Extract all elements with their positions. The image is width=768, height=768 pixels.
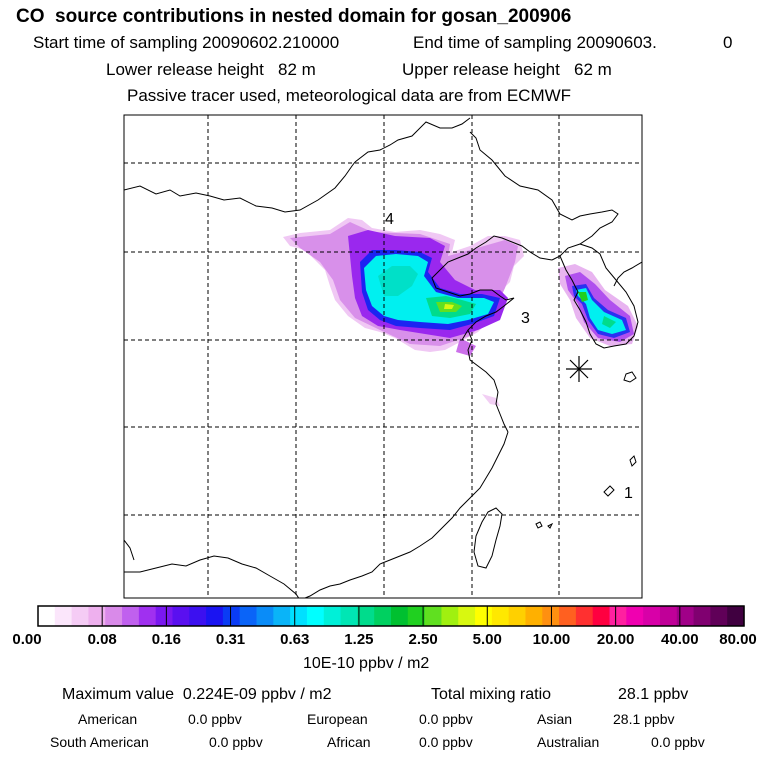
south-american-value: 0.0 ppbv bbox=[209, 734, 263, 750]
colorbar-segment bbox=[475, 606, 493, 626]
receptor-asterisk-icon bbox=[566, 356, 592, 382]
colorbar-segment bbox=[290, 606, 308, 626]
colorbar-segment bbox=[71, 606, 90, 626]
colorbar-segment bbox=[441, 606, 459, 626]
colorbar-tick-label: 5.00 bbox=[472, 631, 502, 648]
colorbar-segment bbox=[609, 606, 627, 626]
total-mixing-value: 28.1 ppbv bbox=[618, 686, 689, 703]
colorbar-tick-label: 1.25 bbox=[344, 631, 374, 648]
australian-label: Australian bbox=[537, 734, 600, 750]
tracer-info: Passive tracer used, meteorological data… bbox=[127, 86, 572, 105]
colorbar-segment bbox=[189, 606, 207, 626]
colorbar-segment bbox=[88, 606, 106, 626]
colorbar-tick-label: 0.63 bbox=[280, 631, 310, 648]
colorbar-segment bbox=[643, 606, 661, 626]
american-value: 0.0 ppbv bbox=[188, 711, 242, 727]
graticule bbox=[124, 115, 642, 598]
region-label-1: 1 bbox=[624, 485, 633, 502]
start-time-label: Start time of sampling 20090602.210000 bbox=[33, 33, 340, 52]
australian-value: 0.0 ppbv bbox=[651, 734, 705, 750]
colorbar-segment bbox=[491, 606, 510, 626]
colorbar-tick-label: 0.31 bbox=[215, 631, 246, 648]
colorbar-segment bbox=[122, 606, 140, 626]
end-time-label: End time of sampling 20090603. bbox=[413, 33, 657, 52]
colorbar-segment bbox=[306, 606, 325, 626]
maximum-value: Maximum value 0.224E-09 ppbv / m2 bbox=[62, 686, 332, 703]
lower-release-height: Lower release height 82 m bbox=[106, 60, 316, 79]
colorbar-segment bbox=[38, 606, 56, 626]
colorbar-tick-label: 0.16 bbox=[151, 631, 181, 648]
total-mixing-label: Total mixing ratio bbox=[431, 686, 552, 703]
colorbar-segment bbox=[659, 606, 678, 626]
colorbar-segment bbox=[273, 606, 291, 626]
colorbar-segment bbox=[239, 606, 258, 626]
colorbar-segment bbox=[424, 606, 443, 626]
colorbar-segment bbox=[256, 606, 274, 626]
colorbar-segment bbox=[676, 606, 695, 626]
european-value: 0.0 ppbv bbox=[419, 711, 473, 727]
colorbar-tick-label: 0.00 bbox=[12, 631, 42, 648]
coastline-layer bbox=[124, 117, 642, 598]
colorbar-segment bbox=[391, 606, 409, 626]
colorbar-segment bbox=[559, 606, 577, 626]
colorbar-segment bbox=[340, 606, 358, 626]
colorbar-unit: 10E-10 ppbv / m2 bbox=[303, 655, 430, 672]
page-title: CO source contributions in nested domain… bbox=[16, 6, 572, 27]
colorbar-segment bbox=[592, 606, 611, 626]
colorbar-segment bbox=[222, 606, 241, 626]
colorbar-frame bbox=[37, 605, 745, 627]
colorbar-segment bbox=[54, 606, 73, 626]
region-label-4: 4 bbox=[385, 211, 394, 228]
colorbar-segment bbox=[407, 606, 426, 626]
african-value: 0.0 ppbv bbox=[419, 734, 473, 750]
colorbar-tick-label: 20.00 bbox=[596, 631, 635, 648]
colorbar-segment bbox=[374, 606, 392, 626]
colorbar-tick-label: 0.08 bbox=[87, 631, 117, 648]
colorbar-segment bbox=[323, 606, 342, 626]
colorbar-segment bbox=[727, 606, 745, 626]
colorbar-segment bbox=[138, 606, 157, 626]
colorbar-segment bbox=[172, 606, 190, 626]
colorbar-segment bbox=[710, 606, 728, 626]
colorbar-segment bbox=[105, 606, 123, 626]
end-time-value: 0 bbox=[723, 33, 733, 52]
colorbar-segment bbox=[508, 606, 527, 626]
american-label: American bbox=[78, 711, 138, 727]
asian-value: 28.1 ppbv bbox=[613, 711, 675, 727]
colorbar-tick-label: 40.00 bbox=[661, 631, 699, 648]
european-label: European bbox=[307, 711, 368, 727]
colorbar-tick-label: 2.50 bbox=[408, 631, 438, 648]
african-label: African bbox=[327, 734, 371, 750]
colorbar-segment bbox=[626, 606, 644, 626]
colorbar-segment bbox=[693, 606, 711, 626]
colorbar-segment bbox=[206, 606, 224, 626]
colorbar-segment bbox=[458, 606, 476, 626]
south-american-label: South American bbox=[50, 734, 149, 750]
asian-label: Asian bbox=[537, 711, 573, 727]
colorbar-tick-label: 80.00 bbox=[719, 631, 757, 648]
region-label-3: 3 bbox=[521, 310, 530, 327]
map-frame bbox=[123, 114, 643, 599]
colorbar-segment bbox=[525, 606, 543, 626]
colorbar-segment bbox=[155, 606, 174, 626]
colorbar-tick-label: 10.00 bbox=[532, 631, 571, 648]
colorbar-segment bbox=[357, 606, 375, 626]
colorbar-segment bbox=[575, 606, 594, 626]
upper-release-height: Upper release height 62 m bbox=[402, 60, 612, 79]
